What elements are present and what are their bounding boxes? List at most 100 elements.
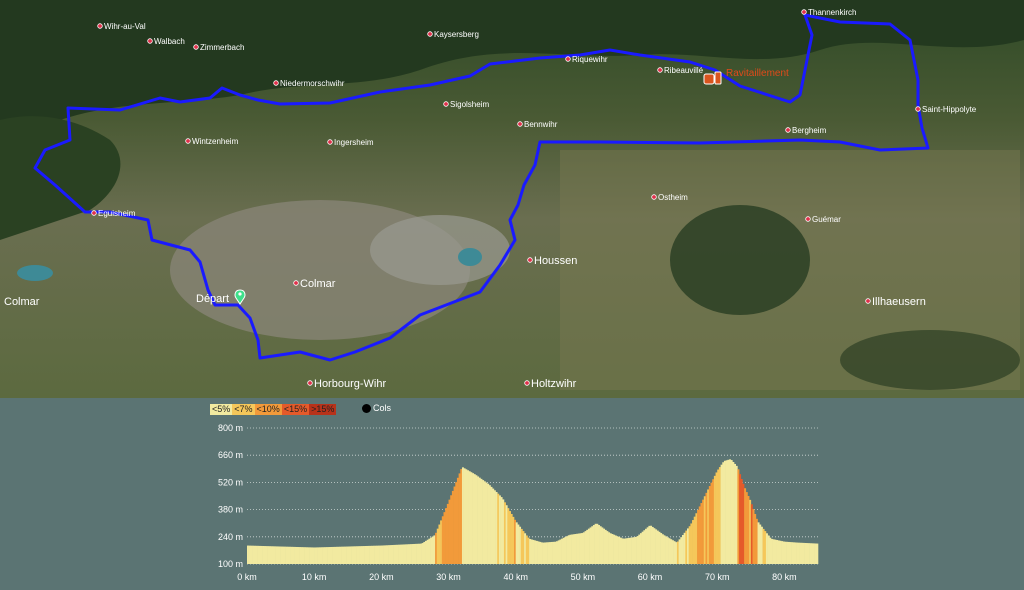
refuel-marker[interactable] — [703, 71, 722, 85]
place-label[interactable]: Niedermorschwihr — [273, 79, 345, 88]
elevation-segment — [408, 544, 411, 564]
place-label[interactable]: Bennwihr — [517, 120, 558, 129]
place-label[interactable]: Houssen — [527, 255, 578, 267]
y-tick-label: 520 m — [218, 477, 243, 487]
elevation-segment — [722, 462, 725, 564]
place-label[interactable]: Eguisheim — [91, 209, 136, 218]
x-tick-label: 0 km — [237, 572, 257, 582]
elevation-segment — [592, 525, 595, 564]
elevation-segment — [804, 542, 807, 564]
elevation-segment — [352, 546, 355, 564]
elevation-segment — [433, 535, 436, 564]
cols-legend: Cols — [362, 403, 391, 413]
elevation-segment — [347, 546, 350, 564]
elevation-segment — [327, 547, 330, 564]
place-dot-icon — [785, 127, 791, 133]
elevation-segment — [723, 460, 726, 564]
elevation-segment — [250, 545, 253, 564]
elevation-segment — [781, 541, 784, 564]
place-label[interactable]: Ostheim — [651, 193, 688, 202]
place-name: Guémar — [812, 215, 841, 224]
elevation-segment — [277, 546, 280, 564]
elevation-segment — [283, 546, 286, 564]
elevation-segment — [367, 545, 370, 564]
place-label[interactable]: Colmar — [293, 278, 336, 290]
elevation-segment — [556, 541, 558, 564]
elevation-segment — [708, 486, 711, 564]
elevation-segment — [465, 469, 468, 564]
elevation-segment — [643, 530, 646, 564]
elevation-segment — [361, 546, 364, 564]
place-label[interactable]: Illhaeusern — [865, 296, 926, 308]
elevation-segment — [611, 534, 614, 564]
elevation-segment — [770, 538, 773, 564]
place-label[interactable]: Wintzenheim — [185, 137, 239, 146]
forest-patch-2 — [840, 330, 1020, 390]
elevation-segment — [658, 531, 661, 564]
elevation-segment — [384, 545, 387, 564]
elevation-segment — [478, 477, 481, 564]
place-label[interactable]: Ingersheim — [327, 138, 374, 147]
elevation-segment — [792, 542, 795, 564]
place-name: Wihr-au-Val — [104, 22, 146, 31]
elevation-segment — [737, 469, 740, 564]
elevation-segment — [325, 547, 328, 564]
elevation-segment — [550, 541, 553, 564]
elevation-segment — [772, 539, 775, 564]
elevation-segment — [470, 472, 473, 564]
elevation-segment — [500, 497, 503, 564]
place-label[interactable]: Guémar — [805, 215, 842, 224]
place-label[interactable]: Zimmerbach — [193, 43, 245, 52]
elevation-segment — [280, 546, 283, 564]
start-marker[interactable] — [234, 289, 246, 305]
elevation-segment — [581, 533, 584, 564]
elevation-segment — [495, 491, 498, 564]
place-label[interactable]: Ribeauvillé — [657, 66, 704, 75]
elevation-segment — [455, 482, 458, 564]
elevation-segment — [334, 546, 337, 564]
elevation-segment — [697, 509, 700, 564]
x-tick-label: 40 km — [503, 572, 528, 582]
place-label[interactable]: Riquewihr — [565, 55, 608, 64]
forest-patch — [670, 205, 810, 315]
place-label[interactable]: Kaysersberg — [427, 30, 479, 39]
elevation-segment — [760, 526, 763, 564]
elevation-segment — [639, 533, 642, 564]
elevation-segment — [394, 544, 397, 564]
elevation-segment — [297, 547, 300, 564]
place-label[interactable]: Colmar — [4, 296, 40, 308]
elevation-segment — [579, 533, 582, 564]
elevation-segment — [477, 476, 480, 564]
elevation-segment — [386, 545, 389, 564]
elevation-segment — [275, 546, 278, 564]
elevation-segment — [730, 460, 733, 564]
elevation-segment — [317, 547, 320, 564]
elevation-chart[interactable]: 800 m 660 m 520 m 380 m 240 m 100 m 0 km 10 km 2… — [0, 398, 1024, 590]
elevation-segment — [812, 543, 815, 564]
elevation-segment — [665, 536, 668, 564]
place-label[interactable]: Walbach — [147, 37, 185, 46]
elevation-segment — [398, 544, 401, 564]
elevation-segment — [473, 474, 476, 564]
place-label[interactable]: Saint-Hippolyte — [915, 105, 977, 114]
elevation-segment — [720, 464, 723, 564]
elevation-segment — [539, 541, 542, 564]
elevation-segment — [791, 542, 794, 564]
place-label[interactable]: Wihr-au-Val — [97, 22, 146, 31]
elevation-segment — [416, 543, 419, 564]
elevation-segment — [656, 530, 659, 564]
place-label[interactable]: Départ — [196, 293, 229, 305]
elevation-segment — [591, 526, 594, 564]
place-label[interactable]: Thannenkirch — [801, 8, 857, 17]
elevation-segment — [695, 513, 698, 564]
place-label[interactable]: Horbourg-Wihr — [307, 378, 387, 390]
place-label[interactable]: Holtzwihr — [524, 378, 577, 390]
elevation-segment — [525, 535, 528, 564]
satellite-map[interactable]: Wihr-au-Val Walbach Zimmerbach Kaysersberg N… — [0, 0, 1024, 398]
place-label[interactable]: Bergheim — [785, 126, 827, 135]
place-label[interactable]: Sigolsheim — [443, 100, 490, 109]
elevation-segment — [816, 543, 819, 564]
route-line[interactable] — [33, 13, 930, 362]
elevation-segment — [646, 527, 649, 564]
elevation-segment — [811, 543, 814, 564]
